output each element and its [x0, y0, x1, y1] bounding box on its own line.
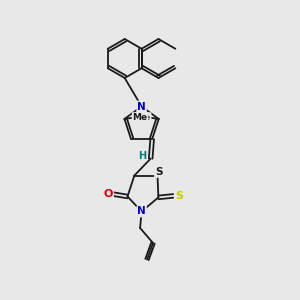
Text: S: S: [155, 167, 163, 177]
Text: N: N: [137, 101, 146, 112]
Text: H: H: [138, 151, 146, 160]
Text: Me: Me: [133, 113, 148, 122]
Text: Me: Me: [136, 113, 151, 122]
Text: S: S: [175, 191, 183, 201]
Text: O: O: [103, 189, 113, 199]
Text: N: N: [137, 206, 146, 217]
